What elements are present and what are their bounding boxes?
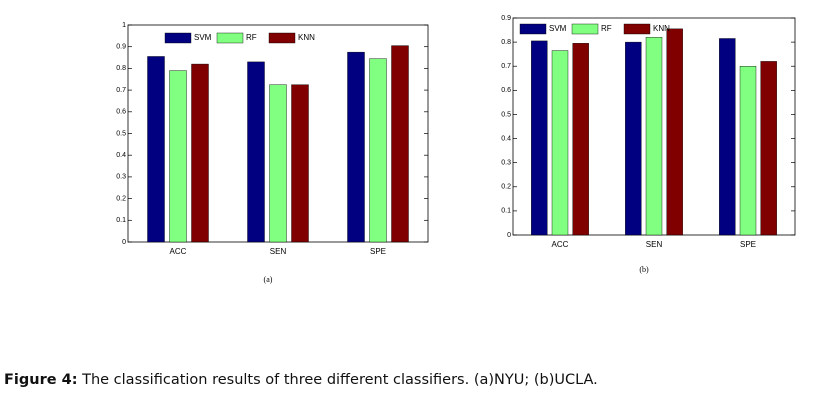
bar xyxy=(760,61,777,236)
bar xyxy=(551,50,569,236)
subcaption: (a) xyxy=(264,275,273,284)
y-tick-label: 0.6 xyxy=(501,87,511,94)
bar xyxy=(719,38,736,236)
y-tick-label: 0.3 xyxy=(116,174,126,181)
y-tick-label: 0.6 xyxy=(116,109,126,116)
y-tick-label: 0.2 xyxy=(501,184,511,191)
bar xyxy=(531,40,548,236)
y-tick-label: 0 xyxy=(507,232,511,239)
y-tick-label: 0.5 xyxy=(501,111,511,118)
y-tick-label: 0.9 xyxy=(501,15,511,22)
bar xyxy=(739,66,757,236)
bar xyxy=(391,45,409,243)
y-tick-label: 0.3 xyxy=(501,160,511,167)
y-tick-label: 0.8 xyxy=(116,65,126,72)
y-tick-label: 0.5 xyxy=(116,130,126,137)
bar xyxy=(169,70,187,243)
y-tick-label: 0.7 xyxy=(501,63,511,70)
bar xyxy=(191,63,209,243)
y-tick-label: 0.7 xyxy=(116,87,126,94)
legend-swatch xyxy=(571,23,599,35)
y-tick-label: 0.4 xyxy=(501,135,511,142)
legend-label: RF xyxy=(601,24,612,33)
y-tick-label: 0.1 xyxy=(116,217,126,224)
legend-swatch xyxy=(216,32,244,44)
legend-label: SVM xyxy=(549,24,567,33)
bar xyxy=(572,43,589,236)
y-tick-label: 0.2 xyxy=(116,195,126,202)
y-tick-label: 0.8 xyxy=(501,39,511,46)
bar xyxy=(269,84,287,243)
y-tick-label: 0 xyxy=(122,239,126,246)
bar xyxy=(666,28,683,236)
y-tick-label: 0.4 xyxy=(116,152,126,159)
y-tick-label: 0.9 xyxy=(116,44,126,51)
legend-label: KNN xyxy=(653,24,670,33)
charts: 0 0.1 0.2 0.3 0.4 0.5 0.6 0.7 0.8 0.9 1 ACC SEN SPE SV… xyxy=(116,15,796,284)
x-tick-label: SPE xyxy=(740,240,756,249)
legend-swatch xyxy=(164,32,192,44)
legend-label: RF xyxy=(246,33,257,42)
bar xyxy=(291,84,309,243)
subcaption: (b) xyxy=(639,265,649,274)
caption-text: The classification results of three diff… xyxy=(82,372,598,388)
x-tick-label: SPE xyxy=(370,247,386,256)
x-tick-label: SEN xyxy=(270,247,287,256)
y-tick-label: 0.1 xyxy=(501,208,511,215)
y-tick-label: 1 xyxy=(122,22,126,29)
legend-label: SVM xyxy=(194,33,212,42)
bar xyxy=(369,58,387,243)
legend-swatch xyxy=(519,23,547,35)
x-tick-label: SEN xyxy=(646,240,663,249)
bar xyxy=(247,61,265,243)
legend-swatch xyxy=(623,23,651,35)
bar xyxy=(645,37,663,236)
legend-swatch xyxy=(268,32,296,44)
caption-label: Figure 4: xyxy=(4,372,78,388)
bar xyxy=(147,56,165,243)
bar xyxy=(347,51,365,243)
caption: Figure 4: The classification results of … xyxy=(4,372,598,388)
legend-label: KNN xyxy=(298,33,315,42)
x-tick-label: ACC xyxy=(170,247,187,256)
x-tick-label: ACC xyxy=(552,240,569,249)
bar xyxy=(625,41,642,236)
